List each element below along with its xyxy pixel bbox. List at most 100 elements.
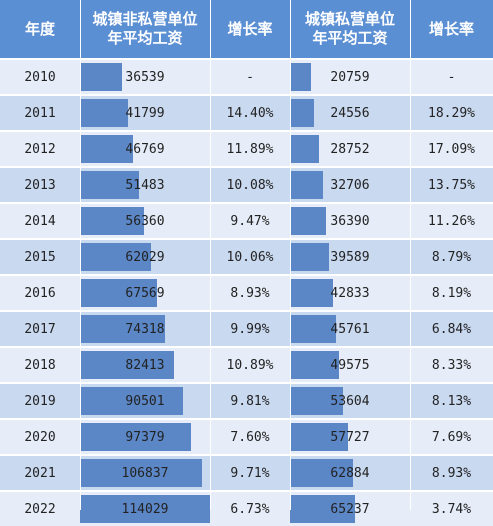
table-row: 2021 106837 9.71% 62884 8.93%	[0, 456, 493, 490]
column-divider	[210, 0, 211, 510]
nonprivate-wage-cell: 41799	[125, 105, 165, 121]
nonprivate-growth-cell: 10.06%	[226, 249, 274, 265]
year-cell: 2015	[24, 249, 56, 265]
nonprivate-wage-bar	[80, 63, 122, 91]
nonprivate-wage-cell: 46769	[125, 141, 165, 157]
nonprivate-wage-bar	[80, 99, 128, 127]
year-cell: 2020	[24, 429, 56, 445]
nonprivate-growth-cell: 9.81%	[230, 393, 270, 409]
private-growth-cell: 8.19%	[431, 285, 472, 301]
nonprivate-growth-cell: 10.08%	[226, 177, 274, 193]
year-cell: 2010	[24, 69, 56, 85]
table-row: 2011 41799 14.40% 24556 18.29%	[0, 96, 493, 130]
private-wage-cell: 53604	[330, 393, 370, 409]
nonprivate-growth-cell: 9.99%	[230, 321, 270, 337]
private-wage-bar	[290, 315, 336, 343]
header-nonprivate-wage: 城镇非私营单位 年平均工资	[80, 0, 210, 58]
private-wage-bar	[290, 207, 326, 235]
table-row: 2015 62029 10.06% 39589 8.79%	[0, 240, 493, 274]
private-wage-bar	[290, 135, 319, 163]
nonprivate-growth-cell: 8.93%	[230, 285, 270, 301]
header-year: 年度	[0, 0, 80, 58]
table-row: 2020 97379 7.60% 57727 7.69%	[0, 420, 493, 454]
year-cell: 2018	[24, 357, 56, 373]
year-cell: 2014	[24, 213, 56, 229]
year-cell: 2016	[24, 285, 56, 301]
nonprivate-wage-bar	[80, 387, 183, 415]
column-divider	[410, 0, 411, 510]
year-cell: 2021	[24, 465, 56, 481]
private-wage-bar	[290, 387, 343, 415]
table-row: 2014 56360 9.47% 36390 11.26%	[0, 204, 493, 238]
nonprivate-growth-cell: 9.71%	[230, 465, 270, 481]
nonprivate-wage-cell: 62029	[125, 249, 165, 265]
nonprivate-growth-cell: -	[246, 69, 254, 85]
year-cell: 2017	[24, 321, 56, 337]
private-wage-cell: 36390	[330, 213, 370, 229]
private-growth-cell: 7.69%	[431, 429, 472, 445]
table-row: 2017 74318 9.99% 45761 6.84%	[0, 312, 493, 346]
nonprivate-wage-bar	[80, 243, 151, 271]
nonprivate-wage-cell: 51483	[125, 177, 165, 193]
private-wage-cell: 42833	[330, 285, 370, 301]
private-wage-bar	[290, 171, 323, 199]
nonprivate-wage-cell: 106837	[121, 465, 169, 481]
nonprivate-growth-cell: 11.89%	[226, 141, 274, 157]
header-private-line1: 城镇私营单位	[304, 10, 395, 28]
private-growth-cell: 6.84%	[431, 321, 472, 337]
nonprivate-wage-bar	[80, 207, 144, 235]
header-growth-nonprivate: 增长率	[210, 0, 290, 58]
private-wage-cell: 28752	[330, 141, 370, 157]
nonprivate-wage-bar	[80, 459, 202, 487]
private-growth-cell: 18.29%	[428, 105, 475, 121]
private-wage-cell: 32706	[330, 177, 370, 193]
table-row: 2018 82413 10.89% 49575 8.33%	[0, 348, 493, 382]
private-wage-bar	[290, 63, 311, 91]
private-wage-bar	[290, 459, 353, 487]
table-row: 2013 51483 10.08% 32706 13.75%	[0, 168, 493, 202]
column-divider	[290, 0, 291, 510]
header-year-label: 年度	[24, 19, 55, 38]
private-growth-cell: -	[447, 69, 456, 85]
private-growth-cell: 11.26%	[428, 213, 475, 229]
private-growth-cell: 3.74%	[431, 501, 472, 517]
column-divider	[80, 0, 81, 510]
nonprivate-wage-bar	[80, 279, 157, 307]
private-wage-bar	[290, 99, 314, 127]
header-private-wage: 城镇私营单位 年平均工资	[290, 0, 410, 58]
table-row: 2019 90501 9.81% 53604 8.13%	[0, 384, 493, 418]
private-wage-cell: 39589	[330, 249, 370, 265]
year-cell: 2022	[24, 501, 56, 517]
private-wage-cell: 24556	[330, 105, 370, 121]
private-wage-cell: 20759	[330, 69, 370, 85]
year-cell: 2012	[24, 141, 56, 157]
header-private-line2: 年平均工资	[312, 29, 388, 47]
nonprivate-growth-cell: 6.73%	[230, 501, 270, 517]
private-growth-cell: 8.33%	[431, 357, 472, 373]
private-growth-cell: 17.09%	[428, 141, 475, 157]
table-row: 2010 36539 - 20759 -	[0, 60, 493, 94]
private-wage-cell: 62884	[330, 465, 370, 481]
private-growth-cell: 13.75%	[428, 177, 475, 193]
nonprivate-wage-cell: 67569	[125, 285, 165, 301]
nonprivate-wage-cell: 97379	[125, 429, 165, 445]
nonprivate-wage-cell: 82413	[125, 357, 165, 373]
private-wage-bar	[290, 423, 348, 451]
nonprivate-wage-bar	[80, 135, 133, 163]
header-nonprivate-line2: 年平均工资	[107, 29, 183, 47]
nonprivate-wage-bar	[80, 315, 165, 343]
nonprivate-wage-cell: 90501	[125, 393, 165, 409]
header-growth2-label: 增长率	[428, 19, 474, 38]
year-cell: 2019	[24, 393, 56, 409]
nonprivate-wage-cell: 56360	[125, 213, 165, 229]
header-growth-private: 增长率	[410, 0, 493, 58]
year-cell: 2011	[24, 105, 56, 121]
private-growth-cell: 8.13%	[431, 393, 472, 409]
private-wage-cell: 49575	[330, 357, 370, 373]
table-row: 2016 67569 8.93% 42833 8.19%	[0, 276, 493, 310]
private-wage-bar	[290, 279, 333, 307]
nonprivate-wage-cell: 114029	[121, 501, 169, 517]
private-growth-cell: 8.79%	[431, 249, 472, 265]
header-nonprivate-line1: 城镇非私营单位	[92, 10, 198, 28]
